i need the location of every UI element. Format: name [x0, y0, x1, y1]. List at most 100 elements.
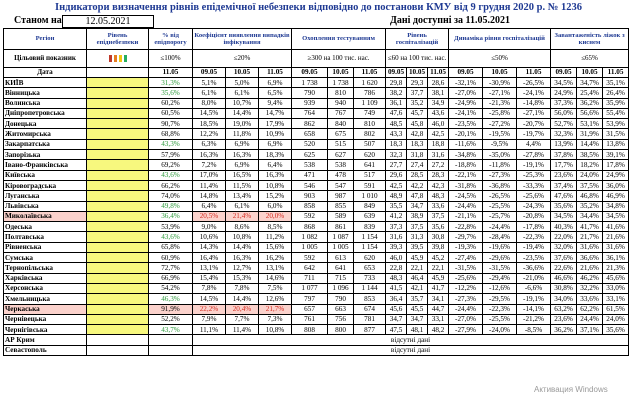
hosp-level-value: 36,4 [385, 293, 408, 305]
testing-value: 808 [291, 324, 329, 336]
hosp-dynamics-value: -27,1% [516, 107, 552, 120]
hosp-dynamics-value: -17,8% [516, 221, 552, 233]
date-cell: 11.05 [427, 67, 450, 78]
oxygen-value: 61,5% [602, 303, 630, 315]
oxygen-value: 35,1% [602, 76, 630, 89]
occupancy-value [148, 334, 193, 346]
level-cell [86, 231, 149, 243]
detection-value: 14,7% [257, 107, 293, 120]
testing-value: 520 [291, 138, 329, 151]
hosp-dynamics-value: -31,8% [448, 179, 484, 192]
oxygen-value: 35,9% [602, 97, 630, 109]
table-row: Харківська 66,9% 15,4% 15,3% 14,6% 711 715 733 4… [3, 272, 630, 284]
hosp-dynamics-value: -25,6% [516, 190, 552, 202]
occupancy-value: 60,2% [148, 97, 193, 109]
hosp-dynamics-value: -24,0% [482, 324, 518, 336]
testing-value: 797 [291, 293, 329, 305]
hosp-dynamics-value: -24,4% [448, 303, 484, 315]
target-hosp-dynamics: ≤50% [448, 49, 552, 68]
testing-value: 858 [291, 200, 329, 212]
hosp-dynamics-value: -24,4% [482, 221, 518, 233]
occupancy-value: 49,8% [148, 200, 193, 212]
hosp-dynamics-value: -21,0% [516, 272, 552, 284]
testing-value: 800 [327, 324, 355, 336]
hosp-level-value: 45,8 [406, 118, 429, 130]
hosp-dynamics-value: -8,5% [516, 324, 552, 336]
level-cell [86, 210, 149, 223]
level-cell [86, 241, 149, 254]
level-cell [86, 87, 149, 99]
col-testing: Охоплення тестуванням [291, 28, 387, 50]
detection-value: 14,4% [225, 241, 259, 254]
level-light-3 [123, 55, 127, 63]
occupancy-value: 43,7% [148, 324, 193, 336]
hosp-dynamics-value: -20,7% [516, 118, 552, 130]
detection-value: 12,2% [192, 128, 226, 140]
testing-value: 877 [353, 324, 387, 336]
occupancy-value: 35,6% [148, 87, 193, 99]
oxygen-value: 24,9% [550, 87, 578, 99]
hosp-dynamics-value: -26,5% [482, 190, 518, 202]
testing-value: 653 [353, 262, 387, 274]
page-title: Індикатори визначення рівнів епідемічної… [55, 2, 582, 13]
occupancy-value: 65,8% [148, 241, 193, 254]
testing-value: 675 [327, 128, 355, 140]
level-light-0 [108, 55, 112, 63]
testing-value: 658 [291, 128, 329, 140]
hosp-level-value: 30,8 [427, 231, 450, 243]
region-name: Рівненська [3, 241, 87, 254]
hosp-dynamics-value: -30,9% [482, 76, 518, 89]
oxygen-value: 39,1% [602, 149, 630, 161]
hosp-dynamics-value: 4,4% [516, 138, 552, 151]
occupancy-value: 66,2% [148, 179, 193, 192]
hosp-dynamics-value: -35,0% [482, 149, 518, 161]
detection-value: 20,4% [225, 303, 259, 315]
table-row: Чернівецька 52,2% 7,9% 7,7% 7,3% 761 756 781 34,… [3, 313, 630, 326]
occupancy-value: 74,0% [148, 190, 193, 202]
table-row: Рівненська 65,8% 14,3% 14,4% 15,6% 1 005 1 005… [3, 241, 630, 254]
level-cell [86, 200, 149, 212]
testing-value: 987 [327, 190, 355, 202]
hosp-level-value: 39,8 [427, 241, 450, 254]
target-hosp-level: ≤60 на 100 тис. нас. [385, 49, 450, 68]
occupancy-value: 91,9% [148, 303, 193, 315]
date-cell: 09.05 [385, 67, 408, 78]
level-cell [86, 138, 149, 151]
detection-value: 20,0% [257, 210, 293, 223]
detection-value: 9,0% [192, 221, 226, 233]
hosp-level-value: 34,7 [385, 313, 408, 326]
hosp-level-value: 27,7 [385, 159, 408, 171]
hosp-dynamics-value: -28,4% [482, 231, 518, 243]
testing-value: 589 [327, 210, 355, 223]
testing-value: 1 005 [291, 241, 329, 254]
no-data-note: відсутні дані [191, 334, 630, 346]
hosp-dynamics-value: -29,7% [448, 231, 484, 243]
hosp-level-value: 47,6 [385, 107, 408, 120]
testing-value: 802 [353, 128, 387, 140]
occupancy-value: 31,3% [148, 76, 193, 89]
detection-value: 14,4% [225, 293, 259, 305]
testing-value: 790 [327, 293, 355, 305]
hosp-dynamics-value: -34,8% [448, 149, 484, 161]
hosp-dynamics-value: -31,5% [482, 262, 518, 274]
date-cell: 10.05 [482, 67, 518, 78]
hosp-dynamics-value: -23,5% [448, 118, 484, 130]
table-row: Полтавська 43,6% 10,6% 10,8% 11,2% 1 082 1 087… [3, 231, 630, 243]
testing-value: 861 [327, 221, 355, 233]
testing-value: 674 [353, 303, 387, 315]
hosp-dynamics-value: -26,5% [516, 76, 552, 89]
hosp-dynamics-value: -25,8% [482, 107, 518, 120]
detection-value: 10,7% [225, 97, 259, 109]
region-name: Запорізька [3, 149, 87, 161]
hosp-level-value: 31,6 [427, 149, 450, 161]
testing-value: 620 [353, 149, 387, 161]
region-name: Херсонська [3, 282, 87, 295]
oxygen-value: 56,6% [576, 107, 604, 120]
testing-value: 810 [327, 87, 355, 99]
testing-value: 764 [291, 107, 329, 120]
region-name: Кіровоградська [3, 179, 87, 192]
table-row: Дніпропетровська 60,5% 14,5% 14,4% 14,7% 764 7… [3, 107, 630, 120]
detection-value: 11,5% [225, 179, 259, 192]
detection-value: 10,8% [225, 231, 259, 243]
level-cell [86, 179, 149, 192]
